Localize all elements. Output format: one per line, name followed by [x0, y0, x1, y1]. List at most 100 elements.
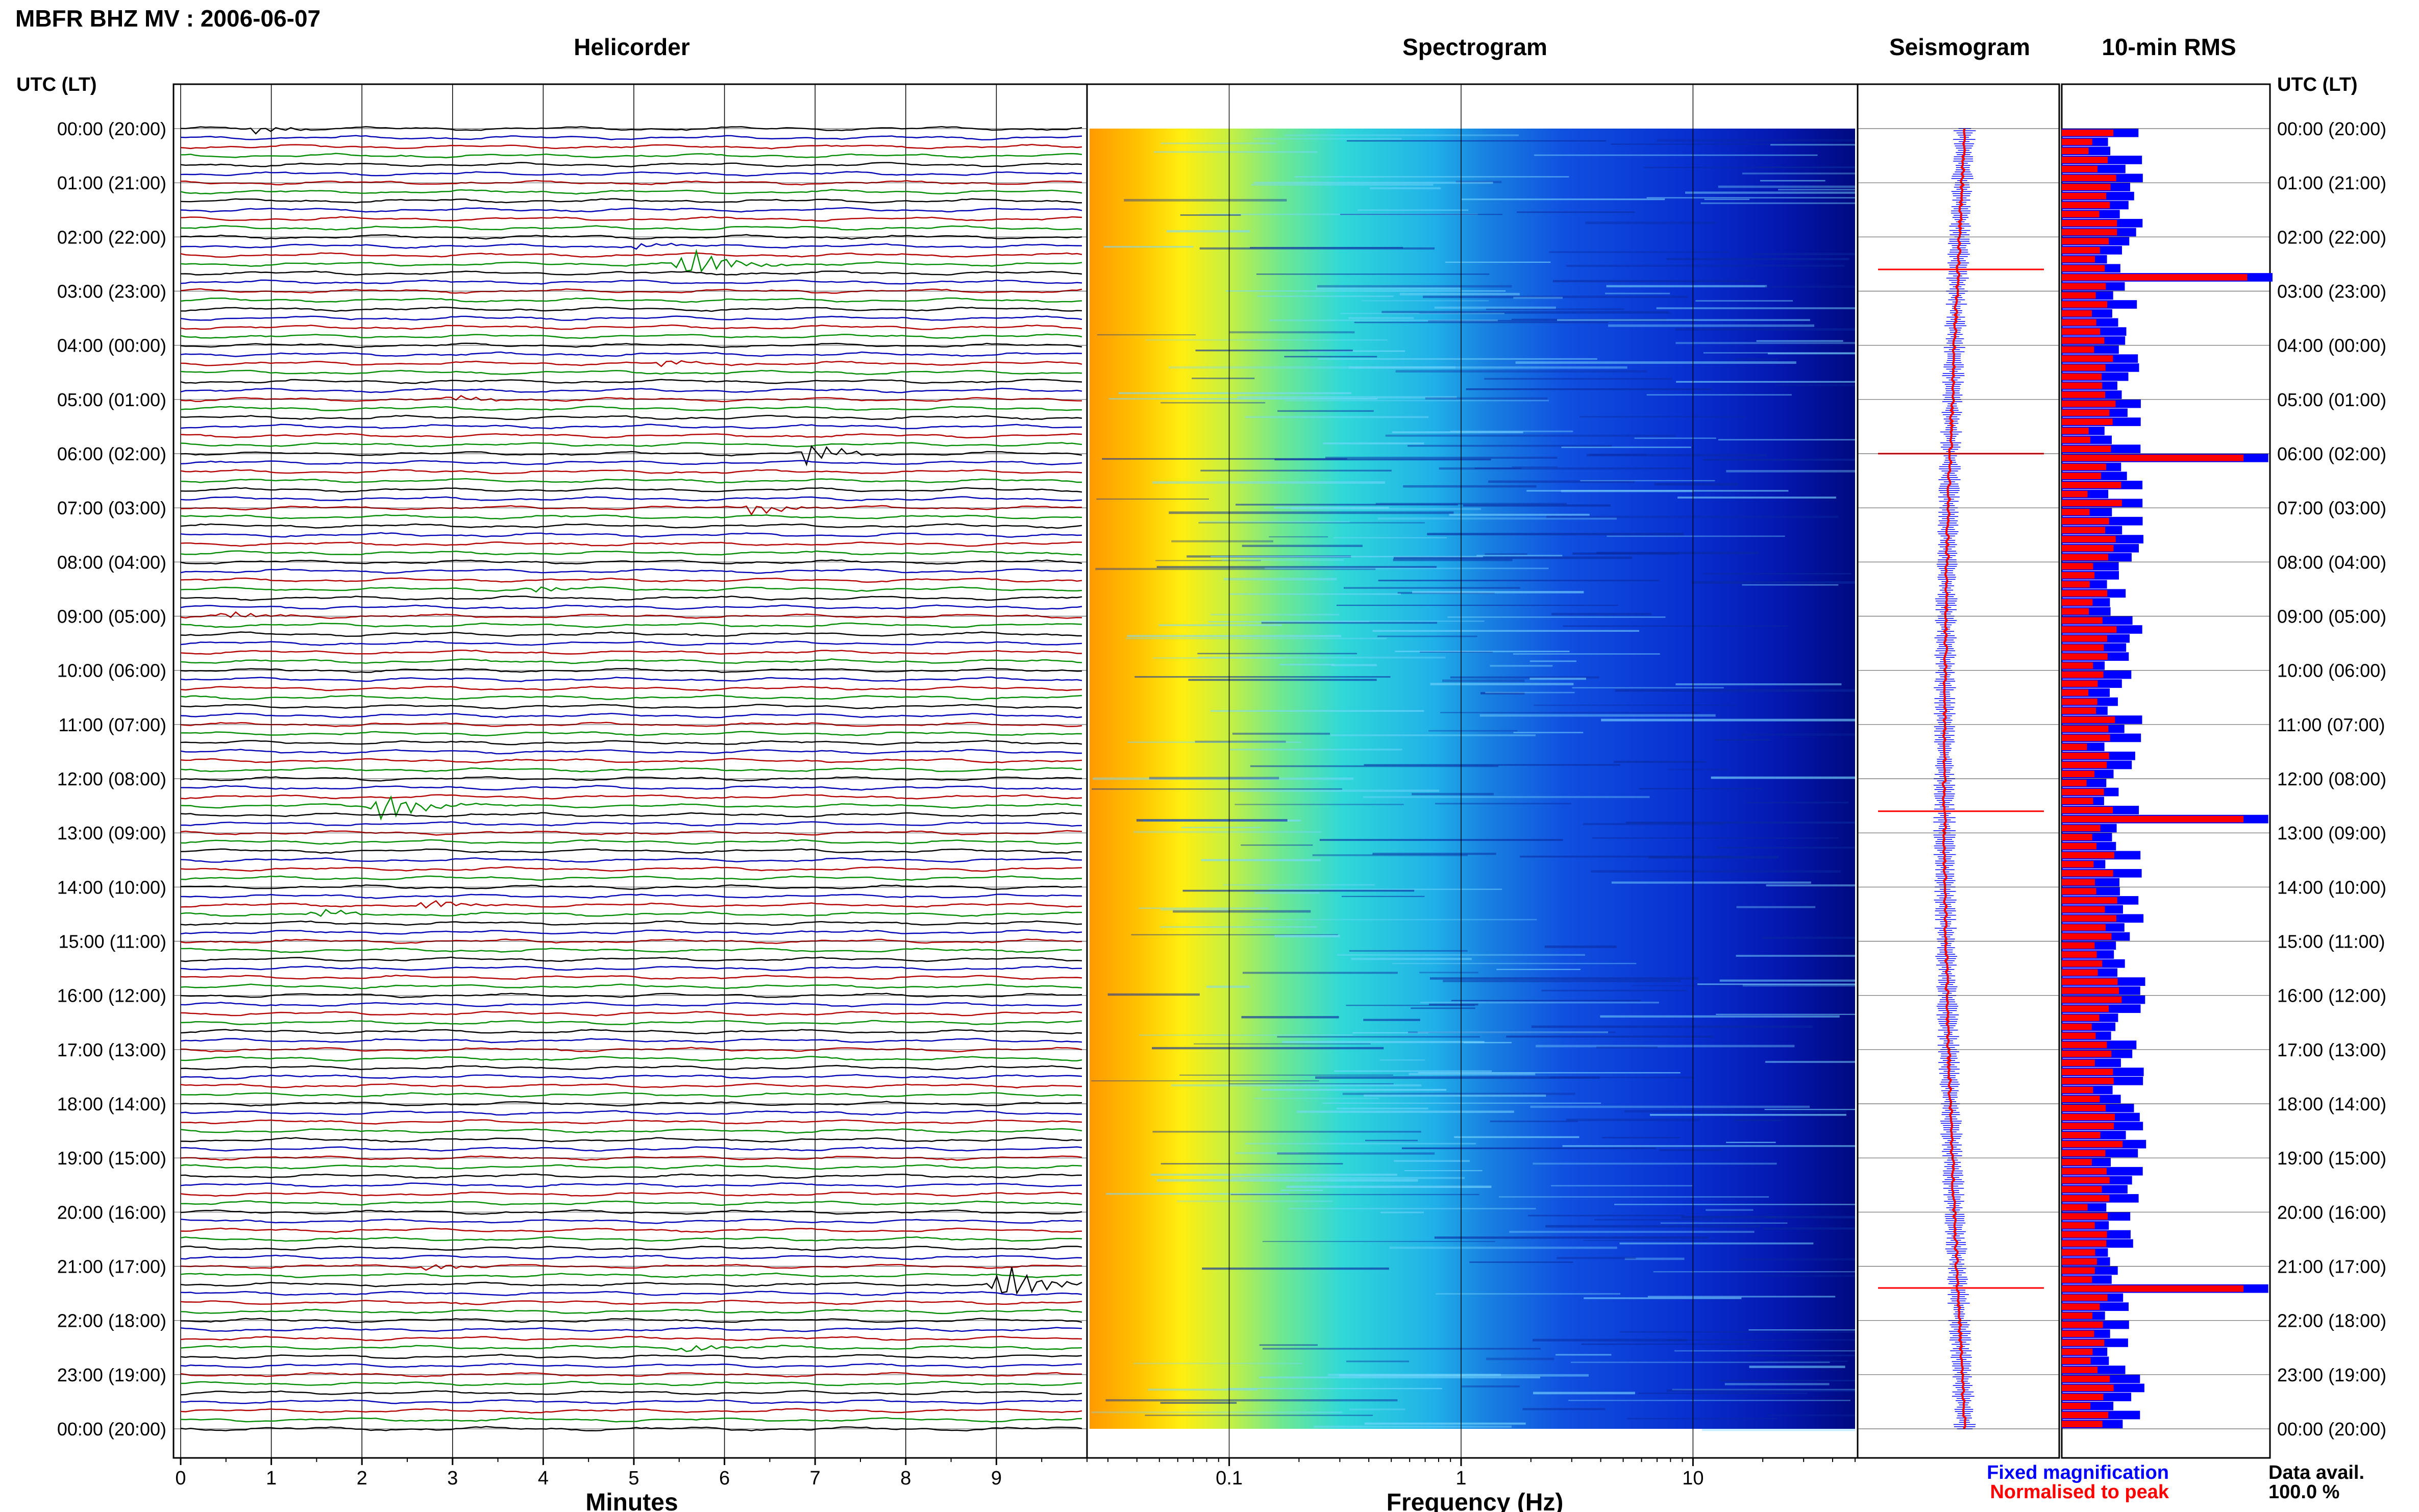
helicorder-trace: [180, 929, 1082, 935]
spectrogram-streak: [1336, 605, 1618, 606]
spectrogram-streak: [1357, 209, 1469, 211]
spectrogram-streak: [1377, 635, 1477, 637]
helicorder-trace: [180, 649, 1082, 655]
spectrogram-streak: [1649, 1113, 1846, 1116]
spectrogram-streak: [1580, 480, 1715, 482]
spectrogram-streak: [1156, 566, 1437, 568]
spectrogram-streak: [1454, 1136, 1579, 1138]
helicorder-trace: [180, 1029, 1082, 1034]
spectrogram-streak: [1412, 591, 1584, 593]
rms-bar-normalised: [2062, 418, 2113, 425]
helicorder-trace: [180, 577, 1082, 583]
helicorder-trace: [180, 739, 1082, 746]
helicorder-trace: [180, 270, 1082, 276]
helicorder-trace: [180, 1335, 1082, 1342]
spectrogram-streak: [1364, 1094, 1546, 1097]
spectrogram-streak: [1659, 1149, 1723, 1151]
spectrogram-streak: [1146, 339, 1388, 341]
rms-bar-normalised: [2062, 319, 2096, 326]
helicorder-trace: [181, 307, 1082, 312]
helicorder-trace: [180, 1372, 1082, 1378]
time-label-left: 08:00 (04:00): [57, 552, 166, 573]
rms-bar-normalised: [2062, 897, 2117, 904]
time-label-right: 17:00 (13:00): [2277, 1039, 2386, 1060]
spectrogram-streak: [1262, 1241, 1495, 1242]
spectrogram-streak: [1566, 1119, 1700, 1122]
spectrogram-streak: [1171, 540, 1274, 542]
spectrogram-streak: [1536, 1045, 1795, 1048]
spectrogram-streak: [1339, 1374, 1589, 1377]
spectrogram-streak: [1285, 400, 1549, 402]
spectrogram-streak: [1155, 560, 1261, 561]
spectrogram-streak: [1711, 776, 1855, 779]
helicorder-trace: [180, 983, 1082, 989]
spectrogram-streak: [1392, 962, 1637, 964]
time-label-left: 04:00 (00:00): [57, 335, 166, 356]
helicorder-trace: [180, 676, 1082, 682]
helicorder-trace: [180, 965, 1082, 971]
helicorder-trace: [180, 1272, 1082, 1278]
spectrogram-streak: [1258, 1376, 1541, 1379]
rms-bar-normalised: [2062, 960, 2103, 967]
spectrogram-streak: [1253, 182, 1493, 184]
rms-bar-normalised: [2062, 1150, 2106, 1157]
rms-bar-normalised: [2062, 409, 2110, 416]
helicorder-trace: [180, 460, 1082, 465]
helicorder-trace: [180, 900, 1082, 909]
helicorder-trace: [180, 857, 1082, 863]
rms-bar-normalised: [2062, 590, 2108, 597]
rms-bar-normalised: [2062, 1204, 2088, 1211]
rms-bar-normalised: [2062, 1132, 2101, 1138]
helicorder-trace: [180, 640, 1082, 646]
spectrogram-streak: [1372, 630, 1639, 632]
helicorder-trace: [180, 1353, 1082, 1359]
helicorder-trace: [180, 1173, 1082, 1179]
spectrogram-streak: [1200, 469, 1392, 472]
helicorder-trace: [180, 135, 1082, 141]
spectrogram-streak: [1605, 292, 1670, 294]
spectrogram-streak: [1286, 1185, 1492, 1188]
rms-bar-normalised: [2062, 1249, 2095, 1256]
spectrogram-streak: [1619, 1242, 1814, 1245]
spectrogram-streak: [1439, 467, 1691, 470]
spectrogram-streak: [1498, 1196, 1769, 1198]
spectrogram-streak: [1252, 919, 1537, 921]
spectrogram-streak: [1654, 483, 1738, 486]
minute-tick-label: 0: [175, 1468, 186, 1489]
time-label-left: 21:00 (17:00): [57, 1256, 166, 1277]
spectrogram-streak: [1634, 437, 1716, 439]
spectrogram-streak: [1314, 1425, 1512, 1428]
helicorder-trace: [180, 767, 1082, 773]
helicorder-trace: [180, 1300, 1082, 1305]
time-label-right: 07:00 (03:00): [2277, 498, 2386, 518]
helicorder-trace: [180, 839, 1082, 845]
minute-tick-label: 1: [266, 1468, 277, 1489]
spectrogram-streak: [1274, 458, 1491, 461]
rms-bar-normalised: [2062, 671, 2104, 678]
helicorder-trace: [180, 1308, 1082, 1315]
spectrogram-streak: [1490, 664, 1553, 667]
spectrogram-streak: [1767, 1414, 1855, 1417]
spectrogram-streak: [1428, 730, 1518, 732]
rms-bar-normalised: [2062, 1168, 2107, 1175]
time-label-left: 20:00 (16:00): [57, 1202, 166, 1223]
spectrogram-streak: [1534, 704, 1737, 706]
rms-bar-normalised: [2062, 1285, 2244, 1292]
rms-bar-normalised: [2062, 473, 2101, 480]
helicorder-trace: [180, 242, 1082, 250]
rms-bar-normalised: [2062, 1123, 2114, 1130]
spectrogram-streak: [1282, 1040, 1485, 1044]
spectrogram-streak: [1561, 447, 1691, 448]
spectrogram-streak: [1261, 622, 1438, 624]
helicorder-trace: [180, 523, 1082, 529]
time-label-left: 22:00 (18:00): [57, 1310, 166, 1331]
time-label-left: 13:00 (09:00): [57, 823, 166, 844]
spectrogram-streak: [1720, 1380, 1855, 1381]
helicorder-trace: [180, 848, 1082, 854]
spectrogram-streak: [1404, 1170, 1483, 1172]
rms-bar-normalised: [2062, 842, 2096, 850]
helicorder-trace: [180, 143, 1082, 150]
spectrogram-streak: [1372, 853, 1496, 855]
spectrogram-streak: [1136, 819, 1288, 822]
spectrogram-streak: [1420, 1001, 1659, 1004]
